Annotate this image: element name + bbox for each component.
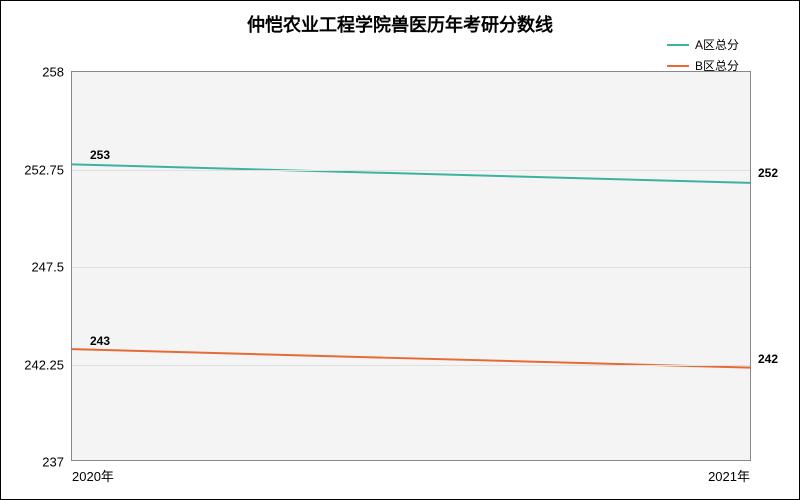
x-tick-label: 2021年 (708, 460, 750, 485)
chart-title: 仲恺农业工程学院兽医历年考研分数线 (11, 11, 789, 37)
legend-swatch-b (667, 65, 689, 67)
grid-line (72, 365, 750, 366)
series-line (72, 164, 750, 182)
y-tick-label: 242.25 (24, 357, 72, 372)
series-lines (72, 72, 750, 460)
legend-item-a: A区总分 (667, 36, 739, 53)
data-label: 252 (758, 166, 778, 180)
legend-label-a: A区总分 (695, 36, 739, 53)
data-label: 253 (90, 148, 110, 162)
grid-line (72, 170, 750, 171)
chart-container: 仲恺农业工程学院兽医历年考研分数线 A区总分 B区总分 237242.25247… (0, 0, 800, 500)
grid-line (72, 267, 750, 268)
x-tick-label: 2020年 (72, 460, 114, 485)
y-tick-label: 237 (42, 455, 72, 470)
y-tick-label: 247.5 (31, 260, 72, 275)
y-tick-label: 252.75 (24, 162, 72, 177)
data-label: 243 (90, 334, 110, 348)
plot-area: 237242.25247.5252.752582020年2021年2532522… (71, 71, 751, 461)
y-tick-label: 258 (42, 65, 72, 80)
legend-swatch-a (667, 44, 689, 46)
data-label: 242 (758, 352, 778, 366)
